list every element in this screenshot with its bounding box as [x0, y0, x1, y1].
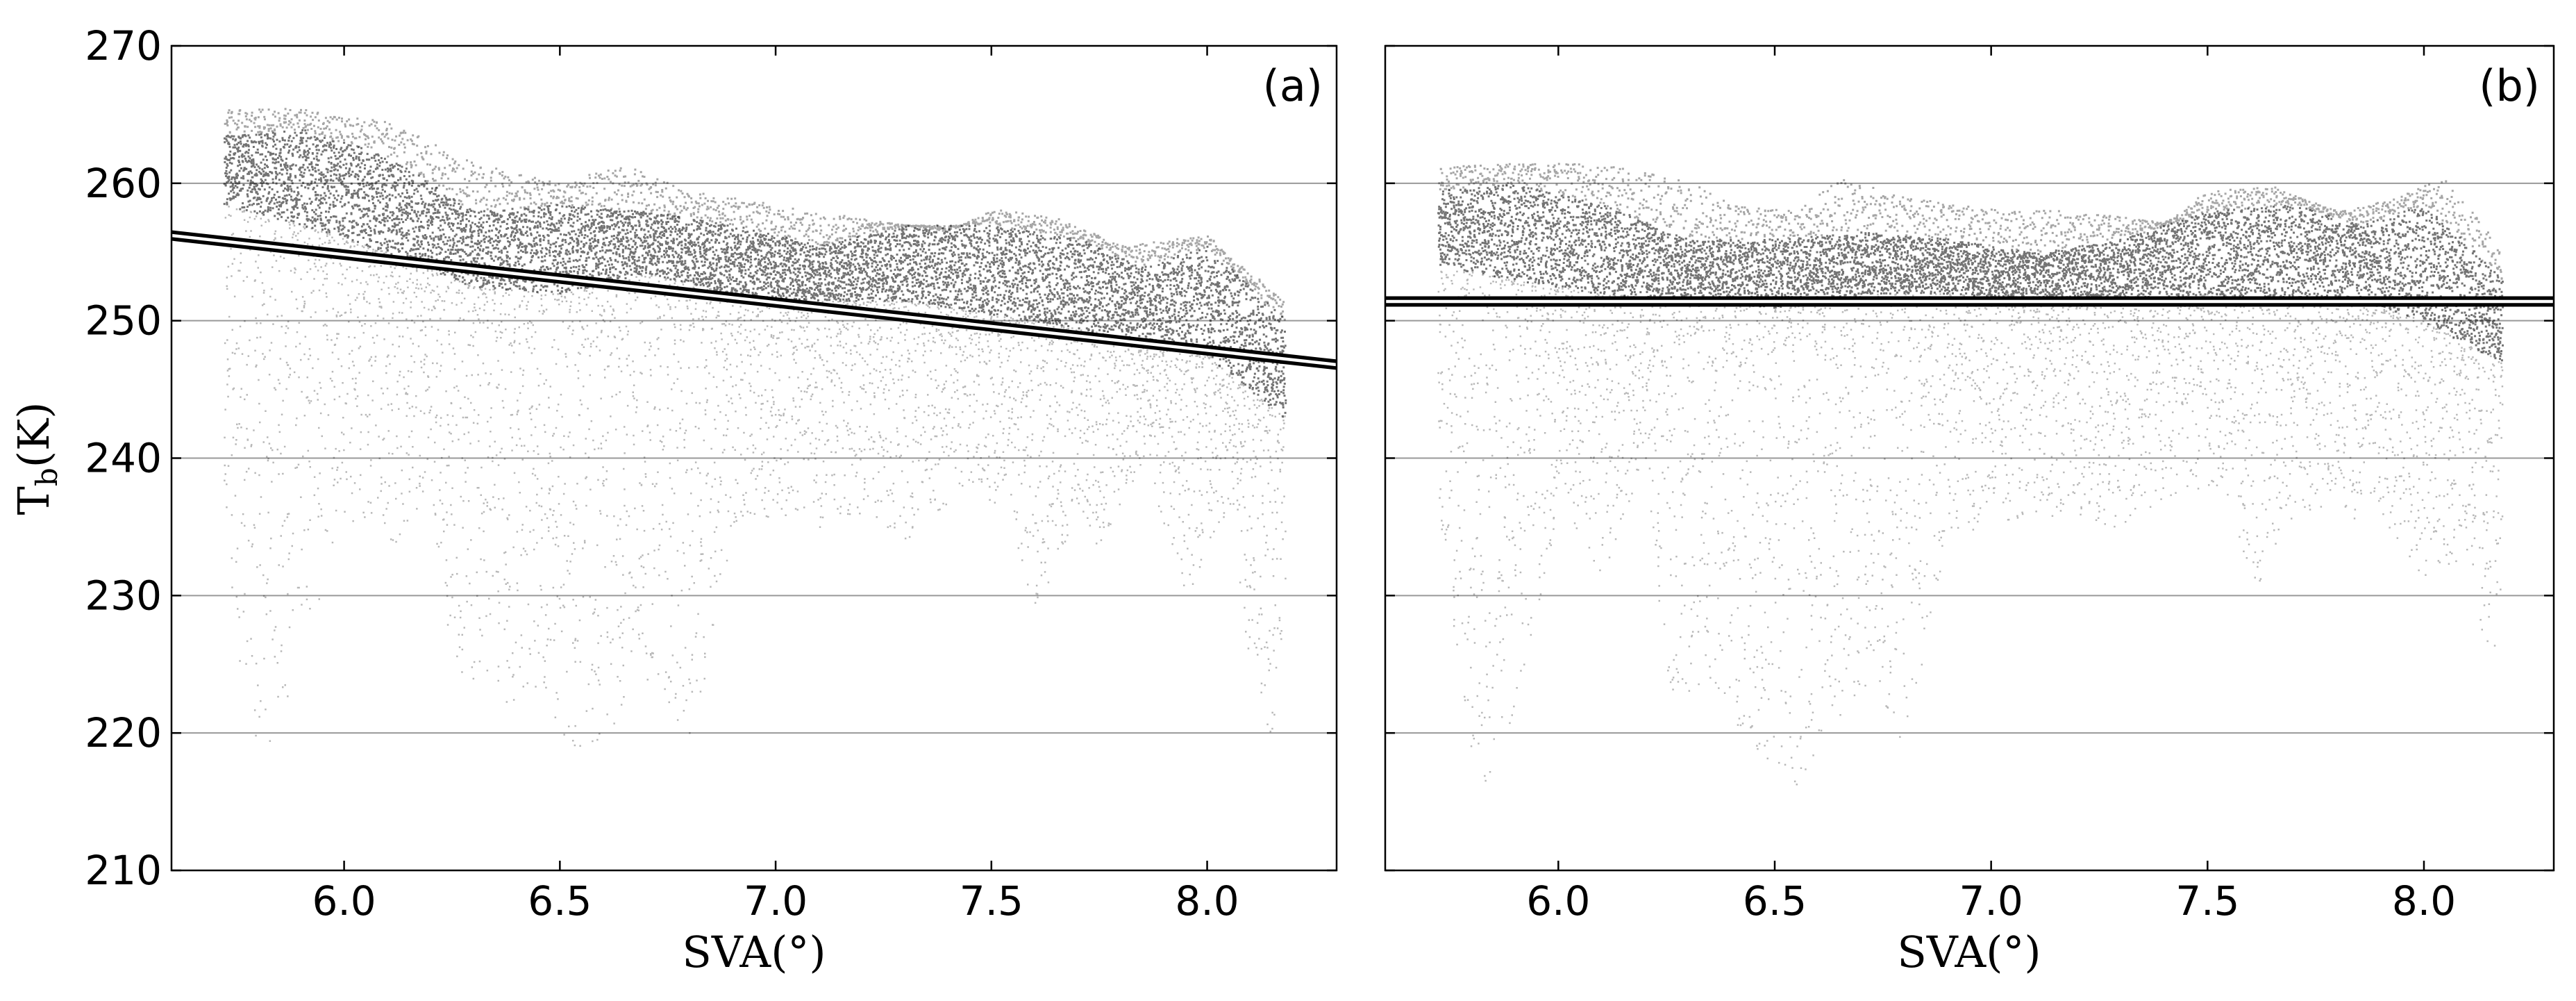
gridlines	[1385, 182, 2554, 734]
y-axis-label: Tb(K)	[8, 402, 64, 515]
y-tick-label: 230	[85, 572, 162, 619]
upper-points	[1438, 163, 2503, 280]
panel-label: (b)	[2479, 60, 2540, 111]
y-tick-label: 270	[85, 22, 162, 69]
x-tick-label: 8.0	[2392, 877, 2456, 925]
x-tick-label: 7.0	[744, 877, 808, 925]
x-axis-ticks: 6.0 6.5 7.0 7.5 8.0	[1526, 46, 2456, 925]
x-axis-ticks: 6.0 6.5 7.0 7.5 8.0	[312, 46, 1239, 925]
y-tick-label: 210	[85, 847, 162, 894]
x-tick-label: 6.5	[1743, 877, 1807, 925]
x-tick-label: 6.5	[528, 877, 592, 925]
y-axis-label-main: T	[8, 486, 59, 515]
y-axis-ticks: 210 220 230 240 250 260 270	[85, 22, 1337, 894]
y-tick-label: 240	[85, 435, 162, 482]
gridlines	[172, 182, 1337, 734]
x-tick-label: 6.0	[1526, 877, 1590, 925]
x-tick-label: 8.0	[1175, 877, 1239, 925]
x-tick-label: 7.5	[2175, 877, 2239, 925]
fit-line	[172, 230, 1337, 370]
x-tick-label: 7.5	[960, 877, 1023, 925]
dense-points	[223, 129, 1287, 417]
x-axis-label: SVA(°)	[682, 927, 826, 977]
y-axis-label-sub: b	[30, 468, 64, 486]
y-tick-label: 260	[85, 160, 162, 207]
y-tick-label: 250	[85, 297, 162, 345]
upper-points	[224, 108, 1286, 321]
x-tick-label: 7.0	[1959, 877, 2023, 925]
fit-line-inner	[172, 233, 1337, 367]
panel-label: (a)	[1263, 60, 1323, 111]
chart-panel-b: 6.0 6.5 7.0 7.5 8.0 (b) SVA(°)	[1384, 44, 2555, 977]
y-tick-label: 220	[85, 709, 162, 756]
sparse-points	[1437, 270, 2504, 786]
y-axis-ticks	[1385, 44, 2554, 872]
x-axis-label: SVA(°)	[1897, 927, 2041, 977]
scatter-points	[223, 108, 1287, 747]
chart-panel-a: 210 220 230 240 250 260 270 6.0 6.5 7.0 7.5 8.0 (a…	[8, 22, 1338, 977]
scatter-points	[1437, 163, 2504, 786]
sparse-points	[224, 206, 1287, 747]
y-axis-label-unit: (K)	[8, 402, 59, 468]
x-tick-label: 6.0	[312, 877, 376, 925]
dense-points	[1437, 184, 2504, 362]
